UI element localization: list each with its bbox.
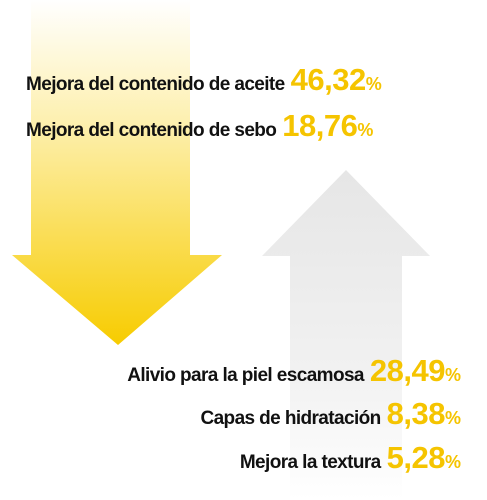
gray-up-arrow: [262, 170, 430, 500]
stat-label: Capas de hidratación: [200, 408, 381, 429]
stat-unit: %: [357, 120, 374, 140]
stat-value: 18,76: [282, 108, 358, 143]
stat-value: 46,32: [290, 62, 367, 97]
stat-label: Mejora del contenido de sebo: [26, 120, 277, 141]
stat-row: Mejora del contenido de sebo 18,76 %: [26, 108, 373, 144]
stat-row: Mejora la textura 5,28 %: [240, 440, 461, 476]
yellow-down-arrow: [12, 0, 222, 345]
stat-row: Alivio para la piel escamosa 28,49 %: [127, 353, 461, 389]
stat-unit: %: [365, 74, 382, 94]
stat-value: 5,28: [386, 440, 446, 475]
stat-unit: %: [444, 452, 461, 472]
stat-unit: %: [444, 365, 461, 385]
stat-label: Mejora del contenido de aceite: [26, 74, 285, 95]
stat-value: 28,49: [369, 353, 446, 388]
stat-row: Capas de hidratación 8,38 %: [200, 396, 461, 432]
stat-unit: %: [444, 408, 461, 428]
stat-label: Mejora la textura: [239, 452, 381, 473]
stat-row: Mejora del contenido de aceite 46,32 %: [26, 62, 382, 98]
stat-label: Alivio para la piel escamosa: [127, 365, 364, 386]
stat-value: 8,38: [386, 396, 446, 431]
